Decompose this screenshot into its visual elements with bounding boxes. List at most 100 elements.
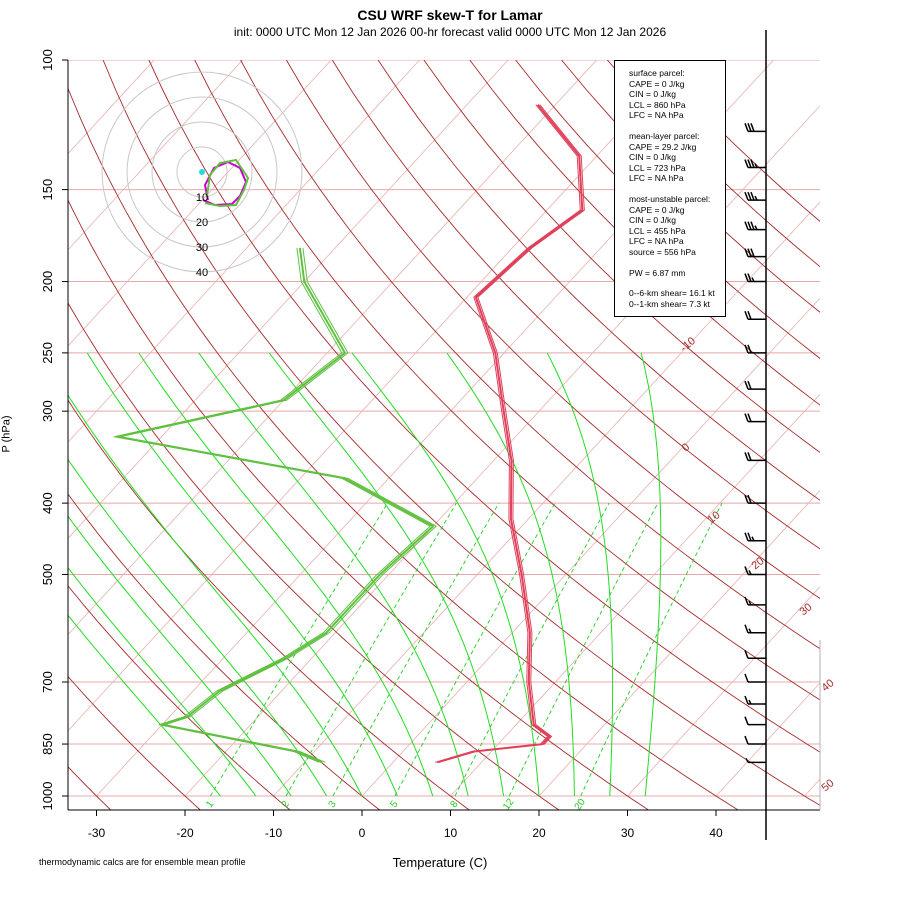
plot-frame (67, 60, 821, 811)
pressure-tick-label: 850 (40, 733, 55, 755)
wind-barb-icon (744, 735, 766, 745)
wind-barb-icon (744, 532, 766, 542)
dry-adiabat-100 (331, 60, 820, 550)
precipitable-water: PW = 6.87 mm (629, 267, 686, 278)
surface-lcl: LCL = 860 hPa (629, 99, 686, 110)
wind-barb-icon (744, 123, 766, 133)
moist-adiabat (68, 394, 363, 797)
thermo-stats-box: surface parcel: CAPE = 0 J/kg CIN = 0 J/… (614, 60, 726, 317)
hodograph (101, 71, 303, 273)
x-axis-label: Temperature (C) (392, 855, 488, 870)
moist-adiabat (351, 352, 540, 797)
isotherm--60 (68, 60, 509, 539)
wind-barb-icon (744, 413, 766, 423)
mixing-ratio-label: 8 (449, 799, 461, 810)
mixing-ratio-label: 3 (327, 799, 339, 810)
dry-adiabat-30 (68, 199, 650, 810)
temperature-tick-label: 30 (621, 826, 635, 840)
mean-layer-lfc: LFC = NA hPa (629, 173, 684, 184)
mixing-ratio-label: 5 (388, 799, 400, 810)
mixing-ratio-lines (210, 502, 723, 797)
hodograph-ring-label: 30 (196, 242, 208, 254)
moist-adiabat (198, 352, 469, 797)
wind-barb-icon (744, 191, 766, 201)
temperature-tick-label: -10 (265, 826, 283, 840)
wind-barb-icon (744, 344, 766, 354)
isobar-lines (68, 60, 820, 797)
temperature-tick-label: -20 (176, 826, 194, 840)
hodograph-ring (176, 146, 228, 198)
isotherm--40 (68, 60, 686, 732)
most-unstable-cape: CAPE = 0 J/kg (629, 204, 685, 215)
wind-barb-icon (745, 757, 766, 764)
mixing-ratio-line (454, 502, 610, 797)
pressure-tick-label: 500 (40, 564, 55, 586)
dry-adiabat--20 (68, 675, 202, 810)
pressure-tick-label: 200 (40, 271, 55, 293)
most-unstable-lcl: LCL = 455 hPa (629, 225, 686, 236)
mean-layer-cin: CIN = 0 J/kg (629, 152, 677, 163)
wind-barb-icon (744, 596, 766, 606)
wind-barb-icon (744, 695, 766, 705)
pressure-tick-label: 100 (40, 49, 55, 71)
mean-layer-lcl: LCL = 723 hPa (629, 162, 686, 173)
pressure-tick-label: 400 (40, 492, 55, 514)
wind-barb-icon (744, 673, 766, 683)
most-unstable-source: source = 556 hPa (629, 246, 696, 257)
footnote: thermodynamic calcs are for ensemble mea… (39, 857, 246, 867)
dewpoint-trace (116, 247, 435, 764)
dry-adiabat-90 (286, 60, 820, 599)
shear-0-1km: 0--1-km shear= 7.3 kt (629, 298, 711, 309)
pressure-tick-label: 700 (40, 671, 55, 693)
pressure-tick-label: 250 (40, 342, 55, 364)
dry-adiabat-70 (194, 60, 820, 701)
moist-adiabat (546, 352, 614, 797)
isotherm--20 (184, 105, 820, 797)
wind-barb-icon (744, 159, 766, 169)
chart-title: CSU WRF skew-T for Lamar (357, 7, 543, 23)
wind-barb-icon (744, 273, 766, 283)
shear-0-6km: 0--6-km shear= 16.1 kt (629, 288, 715, 299)
hodograph-ring-label: 10 (196, 192, 208, 204)
temperature-tick-label: 20 (532, 826, 546, 840)
isotherm--50 (68, 60, 597, 636)
mixing-ratio-line (285, 502, 457, 797)
mixing-ratio-line (508, 502, 659, 797)
temperature-trace (435, 104, 581, 763)
wind-barb-icon (744, 624, 766, 634)
moist-adiabat (268, 352, 505, 797)
isotherm-30 (627, 586, 820, 797)
mixing-ratio-label: 1 (204, 799, 216, 810)
chart-subtitle: init: 0000 UTC Mon 12 Jan 2026 00-hr for… (233, 25, 667, 39)
wind-barb-icon (744, 380, 766, 390)
wind-barb-icon (744, 452, 766, 462)
isotherm--10 (273, 201, 820, 797)
most-unstable-parcel-title: most-unstable parcel: (629, 193, 711, 204)
mixing-ratio-line (580, 502, 723, 797)
pressure-tick-label: 1000 (40, 782, 55, 811)
temperature-trace (436, 104, 584, 764)
hodograph-origin (199, 169, 205, 175)
hodograph-ring (101, 71, 303, 273)
hodograph-ring-label: 20 (196, 217, 208, 229)
dry-adiabat-20 (68, 302, 560, 810)
surface-cin: CIN = 0 J/kg (629, 89, 677, 100)
dry-adiabat-10 (68, 399, 470, 810)
dry-adiabat-60 (148, 60, 820, 753)
isotherm-20 (538, 489, 820, 797)
mixing-ratio-line (332, 502, 500, 797)
sounding-profiles (113, 104, 585, 764)
isotherm--70 (68, 60, 420, 443)
moist-adiabat (68, 515, 292, 797)
wind-barb-icon (744, 716, 766, 726)
dry-adiabat-120 (423, 60, 820, 453)
pressure-tick-label: 300 (40, 400, 55, 422)
dry-adiabat-80 (240, 60, 820, 650)
wind-barb-column (744, 30, 767, 840)
mean-layer-parcel-title: mean-layer parcel: (629, 130, 700, 141)
mean-layer-cape: CAPE = 29.2 J/kg (629, 141, 697, 152)
temperature-tick-label: 10 (444, 826, 458, 840)
moist-adiabat (640, 352, 662, 797)
